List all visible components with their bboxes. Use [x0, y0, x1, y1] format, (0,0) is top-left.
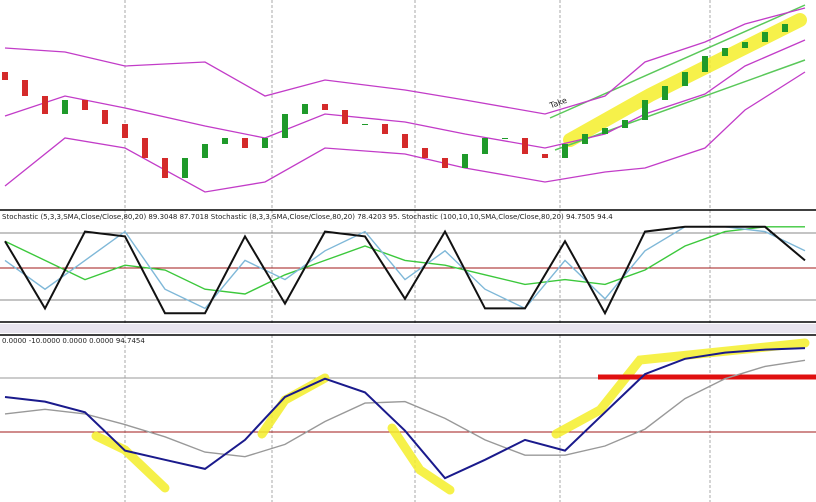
candle: [502, 138, 508, 139]
series-line: [4, 359, 806, 458]
candle: [162, 158, 168, 178]
candle: [782, 24, 788, 32]
candle: [742, 42, 748, 48]
candle: [622, 120, 628, 128]
candle: [482, 138, 488, 154]
series-line: [4, 226, 806, 310]
mini-panel: [0, 324, 816, 333]
candle: [422, 148, 428, 158]
candle: [262, 138, 268, 148]
indicator-header: 0.0000 -10.0000 0.0000 0.0000 94.7454: [2, 337, 145, 345]
candle: [22, 80, 28, 96]
series-line: [4, 226, 805, 295]
indicator-header: Stochastic (5,3,3,SMA,Close/Close,80,20)…: [2, 213, 613, 221]
candle: [62, 100, 68, 114]
candle: [702, 56, 708, 72]
candle: [762, 32, 768, 42]
candle: [82, 100, 88, 110]
candle: [182, 158, 188, 178]
series-line: [4, 71, 806, 193]
candle: [642, 100, 648, 120]
candle: [322, 104, 328, 110]
series-line: [4, 347, 806, 480]
candle: [202, 144, 208, 158]
candle: [282, 114, 288, 138]
candle: [662, 86, 668, 100]
highlight: [551, 338, 810, 439]
candle: [342, 110, 348, 124]
candle: [362, 124, 368, 125]
series-line: [4, 7, 806, 115]
candle: [602, 128, 608, 134]
candle: [102, 110, 108, 124]
series-line: [4, 39, 806, 149]
candle: [402, 134, 408, 148]
candle: [382, 124, 388, 134]
candle: [442, 158, 448, 168]
highlight: [387, 423, 455, 495]
candle: [462, 154, 468, 168]
candle: [562, 144, 568, 158]
candle: [682, 72, 688, 86]
candle: [522, 138, 528, 154]
candle: [222, 138, 228, 144]
channel-line: [554, 59, 806, 151]
candle: [582, 134, 588, 144]
candle: [122, 124, 128, 138]
candle: [722, 48, 728, 56]
candle: [542, 154, 548, 158]
candle: [242, 138, 248, 148]
series-line: [4, 225, 806, 316]
candle: [302, 104, 308, 114]
candle: [2, 72, 8, 80]
candle: [142, 138, 148, 158]
candle: [42, 96, 48, 114]
